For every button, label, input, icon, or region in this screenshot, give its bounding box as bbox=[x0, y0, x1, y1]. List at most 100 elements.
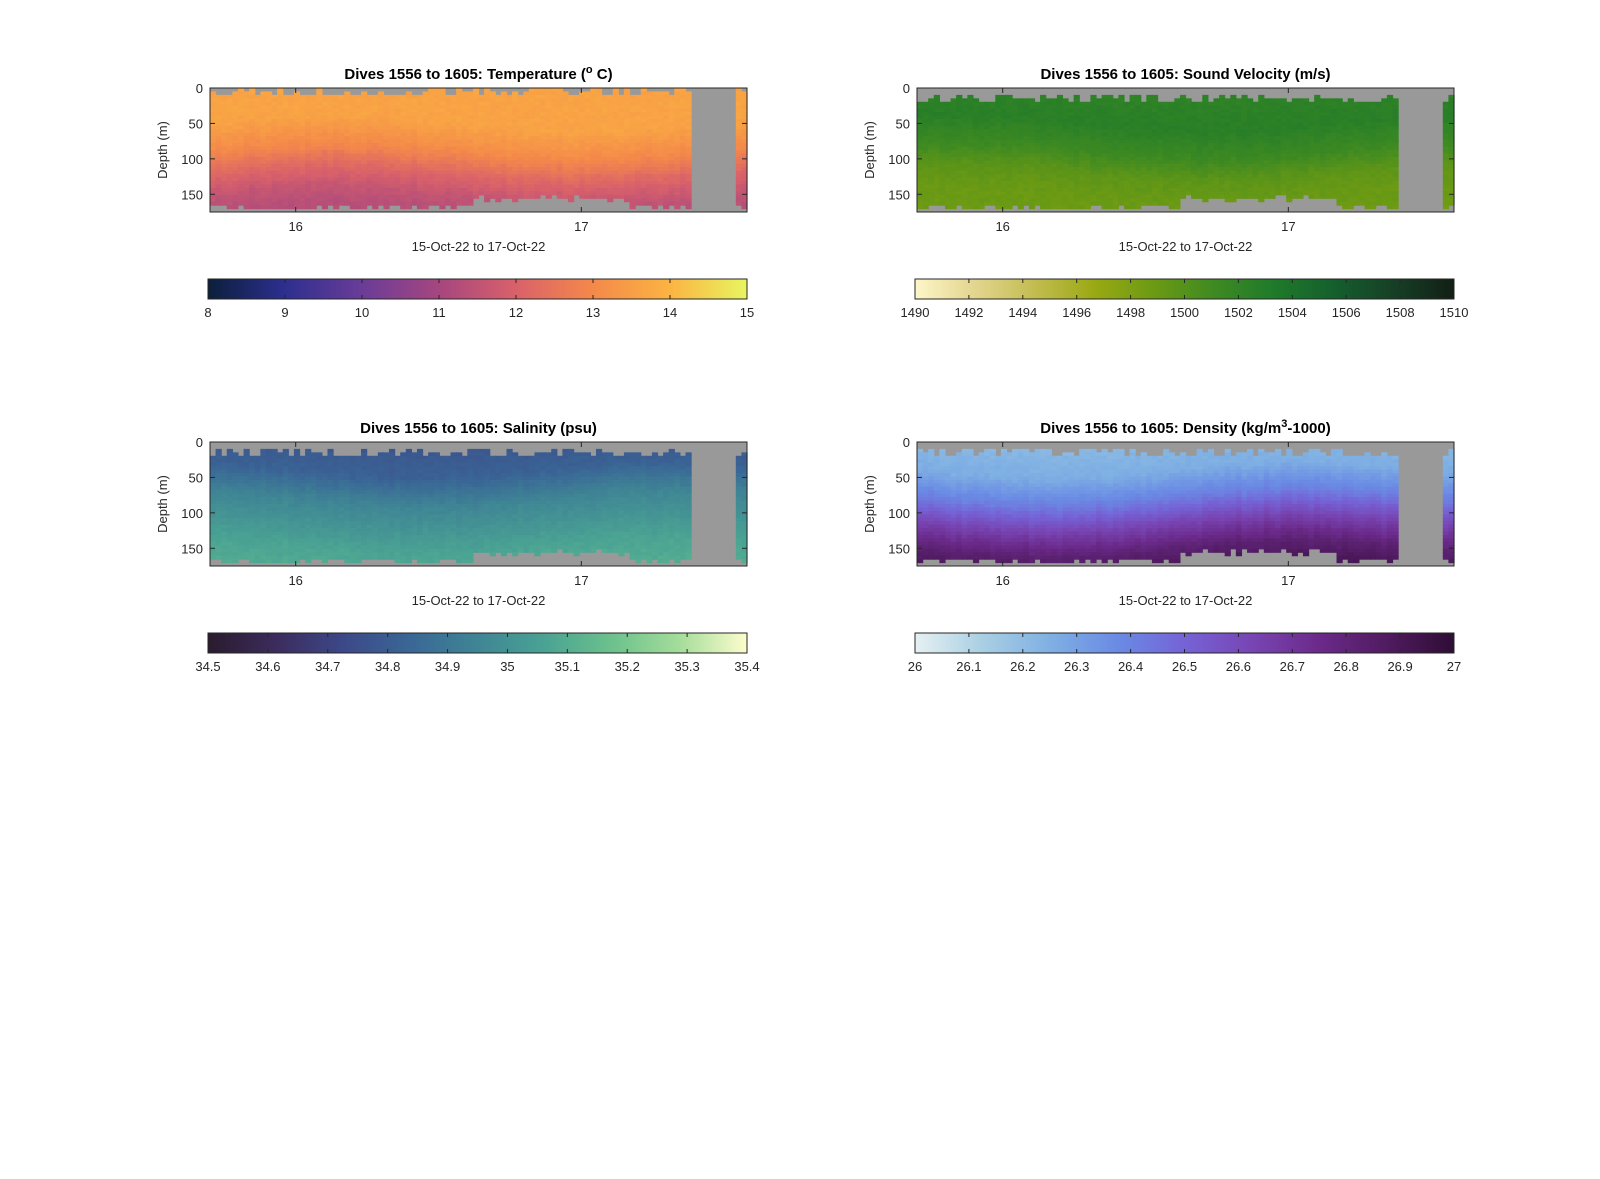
heatmap-cell bbox=[1017, 150, 1024, 155]
heatmap-cell bbox=[439, 146, 446, 151]
heatmap-cell bbox=[1202, 94, 1209, 99]
heatmap-cell bbox=[517, 108, 524, 113]
heatmap-cell bbox=[579, 98, 586, 103]
heatmap-cell bbox=[316, 115, 323, 120]
heatmap-cell bbox=[1269, 101, 1276, 106]
heatmap-cell bbox=[651, 98, 659, 103]
heatmap-cell bbox=[277, 150, 284, 155]
heatmap-cell bbox=[595, 143, 603, 148]
heatmap-cell bbox=[1090, 160, 1097, 165]
heatmap-cell bbox=[1258, 139, 1265, 144]
heatmap-cell bbox=[595, 129, 603, 134]
heatmap-cell bbox=[1006, 205, 1013, 210]
heatmap-cell bbox=[277, 181, 284, 186]
heatmap-cell bbox=[1269, 170, 1276, 175]
heatmap-cell bbox=[433, 112, 440, 117]
heatmap-cell bbox=[601, 101, 608, 106]
heatmap-cell bbox=[372, 112, 379, 117]
heatmap-cell bbox=[428, 177, 435, 182]
heatmap-cell bbox=[1269, 167, 1276, 172]
heatmap-cell bbox=[495, 108, 502, 113]
heatmap-cell bbox=[411, 181, 418, 186]
heatmap-cell bbox=[422, 132, 429, 137]
heatmap-cell bbox=[1068, 112, 1075, 117]
heatmap-cell bbox=[288, 194, 295, 199]
heatmap-cell bbox=[366, 119, 373, 124]
heatmap-cell bbox=[355, 129, 362, 134]
heatmap-cell bbox=[573, 98, 580, 103]
heatmap-cell bbox=[383, 132, 390, 137]
heatmap-cell bbox=[635, 125, 642, 130]
heatmap-cell bbox=[394, 170, 401, 175]
heatmap-cell bbox=[444, 132, 452, 137]
heatmap-cell bbox=[1280, 108, 1287, 113]
heatmap-cell bbox=[226, 150, 233, 155]
heatmap-cell bbox=[917, 115, 924, 120]
heatmap-cell bbox=[950, 174, 957, 179]
heatmap-cell bbox=[1045, 191, 1052, 196]
heatmap-cell bbox=[1151, 146, 1159, 151]
heatmap-cell bbox=[668, 132, 675, 137]
heatmap-cell bbox=[1219, 105, 1226, 110]
heatmap-cell bbox=[635, 94, 642, 99]
heatmap-cell bbox=[344, 156, 351, 161]
heatmap-cell bbox=[995, 119, 1002, 124]
heatmap-cell bbox=[607, 150, 614, 155]
heatmap-cell bbox=[635, 191, 642, 196]
heatmap-cell bbox=[1140, 108, 1147, 113]
heatmap-cell bbox=[1101, 119, 1108, 124]
heatmap-cell bbox=[685, 201, 692, 206]
heatmap-cell bbox=[1101, 139, 1108, 144]
heatmap-cell bbox=[607, 108, 614, 113]
heatmap-cell bbox=[657, 198, 664, 203]
heatmap-cell bbox=[299, 184, 306, 189]
heatmap-cell bbox=[249, 125, 256, 130]
heatmap-cell bbox=[646, 198, 653, 203]
heatmap-cell bbox=[1230, 115, 1237, 120]
heatmap-cell bbox=[1062, 136, 1069, 141]
heatmap-cell bbox=[321, 105, 329, 110]
heatmap-cell bbox=[282, 198, 289, 203]
heatmap-cell bbox=[1000, 112, 1008, 117]
heatmap-cell bbox=[243, 115, 250, 120]
heatmap-cell bbox=[1045, 139, 1052, 144]
heatmap-cell bbox=[933, 191, 940, 196]
heatmap-cell bbox=[1163, 184, 1170, 189]
heatmap-cell bbox=[534, 181, 541, 186]
heatmap-cell bbox=[467, 167, 474, 172]
heatmap-cell bbox=[439, 167, 446, 172]
heatmap-cell bbox=[293, 184, 301, 189]
heatmap-cell bbox=[1090, 129, 1097, 134]
heatmap-cell bbox=[243, 94, 250, 99]
heatmap-cell bbox=[989, 105, 996, 110]
heatmap-cell bbox=[1056, 105, 1064, 110]
heatmap-cell bbox=[366, 143, 373, 148]
heatmap-cell bbox=[1129, 187, 1136, 192]
heatmap-cell bbox=[1012, 174, 1019, 179]
heatmap-cell bbox=[944, 177, 952, 182]
heatmap-cell bbox=[1079, 156, 1086, 161]
heatmap-cell bbox=[635, 139, 642, 144]
heatmap-cell bbox=[321, 98, 329, 103]
heatmap-cell bbox=[551, 160, 558, 165]
heatmap-cell bbox=[484, 136, 491, 141]
heatmap-cell bbox=[612, 156, 619, 161]
heatmap-cell bbox=[1275, 98, 1282, 103]
heatmap-cell bbox=[1247, 160, 1254, 165]
heatmap-cell bbox=[282, 136, 289, 141]
heatmap-cell bbox=[383, 201, 390, 206]
heatmap-cell bbox=[978, 177, 985, 182]
heatmap-cell bbox=[623, 198, 631, 203]
heatmap-cell bbox=[1263, 187, 1270, 192]
heatmap-cell bbox=[1073, 191, 1080, 196]
heatmap-cell bbox=[668, 187, 675, 192]
heatmap-cell bbox=[338, 125, 345, 130]
heatmap-cell bbox=[579, 119, 586, 124]
heatmap-cell bbox=[450, 115, 457, 120]
heatmap-cell bbox=[528, 125, 536, 130]
heatmap-cell bbox=[361, 153, 368, 158]
heatmap-cell bbox=[444, 153, 452, 158]
heatmap-cell bbox=[254, 170, 261, 175]
heatmap-cell bbox=[428, 125, 435, 130]
heatmap-cell bbox=[265, 136, 273, 141]
